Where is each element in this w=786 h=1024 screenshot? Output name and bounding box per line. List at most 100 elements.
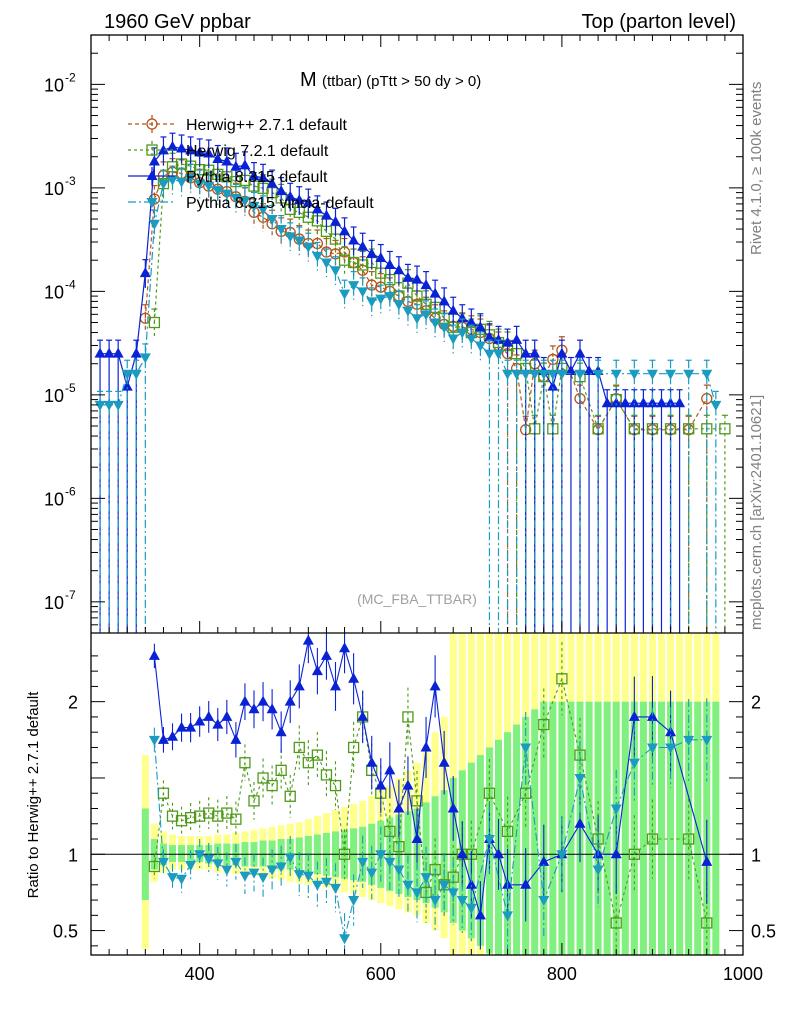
ratio-point	[665, 726, 677, 737]
ratio-point	[628, 710, 640, 721]
data-point	[665, 397, 677, 408]
band-green	[603, 701, 611, 955]
data-point	[628, 369, 640, 380]
rivet-label: Rivet 4.1.0, ≥ 100k events	[748, 82, 765, 255]
ratio-point	[302, 634, 314, 645]
ratio-point	[701, 735, 713, 746]
data-point	[194, 146, 206, 157]
data-point	[94, 347, 106, 358]
ratio-point	[320, 769, 333, 781]
ratio-point	[646, 833, 659, 845]
data-point	[230, 193, 242, 204]
ratio-point	[411, 795, 423, 807]
data-point	[429, 318, 441, 329]
data-point	[130, 369, 142, 380]
plot-title-sub: (ttbar) (pTtt > 50 dy > 0)	[322, 73, 481, 90]
x-tick-label: 1000	[723, 964, 763, 984]
legend-marker	[146, 198, 158, 208]
ratio-point	[538, 896, 550, 907]
ratio-point	[302, 871, 314, 882]
data-point	[502, 369, 514, 380]
band-green	[667, 701, 675, 955]
data-point	[266, 177, 278, 188]
data-point	[176, 142, 188, 153]
legend-entry-vincia: Pythia 8.315 vincia-default	[128, 193, 374, 212]
data-point	[384, 292, 396, 303]
ratio-point	[501, 825, 514, 838]
ratio-point	[384, 857, 396, 868]
ratio-point	[320, 877, 332, 888]
band-green	[585, 701, 593, 955]
ratio-point	[538, 855, 550, 866]
ratio-point	[275, 764, 287, 776]
band-green	[658, 701, 665, 955]
y-tick-label: 10 -3	[44, 174, 76, 199]
ratio-point	[483, 787, 496, 799]
data-point	[665, 369, 677, 380]
ratio-point	[420, 873, 432, 884]
ratio-point	[683, 735, 695, 746]
data-point	[474, 341, 486, 352]
data-point	[402, 306, 414, 317]
data-point	[456, 328, 468, 339]
ratio-point	[176, 874, 188, 885]
data-point	[203, 181, 215, 192]
data-point	[710, 400, 722, 411]
band-green	[648, 701, 656, 955]
data-point	[157, 144, 169, 155]
header-right: Top (parton level)	[581, 11, 736, 33]
ratio-point	[556, 673, 568, 685]
ratio-point	[275, 862, 287, 873]
ratio-point	[175, 815, 188, 827]
ratio-y-tick-label-right: 1	[751, 845, 761, 865]
data-point	[339, 225, 351, 236]
ratio-point	[592, 865, 604, 876]
band-green	[513, 724, 521, 955]
y-tick-label: 10 -5	[44, 381, 76, 406]
ratio-point	[248, 703, 260, 714]
data-point	[103, 347, 115, 358]
legend-entry-pythia: Pythia 8.315 default	[128, 167, 328, 186]
ratio-point	[239, 871, 251, 882]
ratio-point	[257, 772, 269, 784]
data-point	[465, 334, 477, 345]
ratio-point	[646, 710, 658, 721]
legend-marker	[146, 144, 158, 156]
data-point	[646, 369, 658, 380]
ratio-point	[194, 810, 206, 822]
x-tick-label: 400	[185, 964, 215, 984]
band-green	[621, 701, 629, 955]
data-point	[103, 400, 115, 411]
y-tick-label: 10 -2	[44, 70, 76, 95]
data-point	[375, 294, 387, 305]
y-tick-label: 10 -6	[44, 484, 76, 509]
header-left: 1960 GeV ppbar	[104, 11, 251, 33]
ratio-point	[311, 749, 324, 761]
data-point	[538, 369, 550, 380]
ratio-point	[257, 873, 269, 884]
data-point	[366, 247, 378, 258]
legend-label: Pythia 8.315 vincia-default	[186, 195, 374, 212]
ratio-point	[447, 888, 459, 899]
data-point	[230, 160, 242, 171]
data-point	[574, 369, 586, 380]
ratio-y-tick-label-right: 2	[751, 693, 761, 713]
y-tick-exponent: -6	[65, 484, 76, 498]
legend-label: Pythia 8.315 default	[186, 169, 328, 186]
data-point	[275, 225, 287, 236]
ratio-point	[230, 813, 242, 825]
ratio-point	[402, 711, 414, 723]
band-green	[549, 701, 557, 955]
band-green	[567, 701, 575, 955]
ratio-series-line	[153, 739, 707, 939]
ratio-point	[239, 695, 251, 706]
y-tick-mantissa: 10	[44, 489, 64, 509]
data-point	[167, 140, 178, 151]
data-point	[529, 369, 541, 380]
data-point	[674, 397, 686, 408]
data-point	[493, 333, 504, 344]
ratio-point	[302, 757, 314, 769]
ratio-point	[266, 779, 278, 792]
ratio-point	[502, 911, 514, 922]
ratio-y-label: Ratio to Herwig++ 2.7.1 default	[25, 691, 42, 899]
